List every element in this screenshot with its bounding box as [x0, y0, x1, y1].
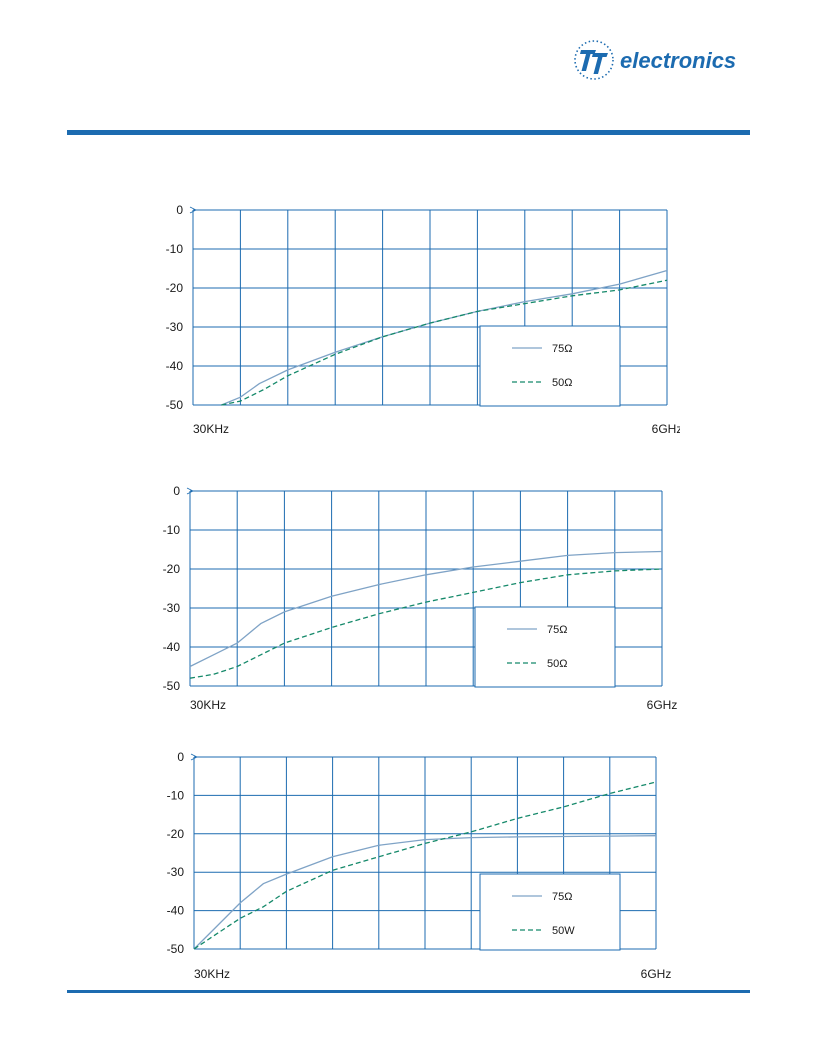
- y-tick-label: -50: [166, 398, 184, 412]
- y-tick-label: -10: [167, 788, 185, 802]
- legend-label-1: 75Ω: [547, 624, 567, 636]
- series-line-2: [221, 279, 668, 406]
- series-line-1: [193, 835, 657, 950]
- x-start-label: 30KHz: [194, 967, 230, 981]
- logo-circle-icon: [574, 40, 614, 80]
- logo-text: electronics: [620, 48, 736, 73]
- legend-label-2: 50W: [552, 925, 575, 937]
- axis-marker-icon: [189, 206, 197, 214]
- y-tick-label: -10: [163, 523, 181, 537]
- y-tick-label: 0: [173, 484, 180, 498]
- attenuation-chart-1: 0 -10 -20 -30 -40 -50 30KHz 6GHz 75Ω 50Ω: [166, 203, 680, 436]
- y-tick-label: -30: [167, 865, 185, 879]
- y-tick-label: -40: [166, 359, 184, 373]
- legend-label-2: 50Ω: [552, 377, 572, 389]
- logo-tt-mark-icon: [580, 50, 608, 74]
- legend-label-1: 75Ω: [552, 343, 572, 355]
- attenuation-chart-2: 0 -10 -20 -30 -40 -50 30KHz 6GHz 75Ω 50Ω: [163, 484, 678, 712]
- series-line-1: [189, 550, 663, 668]
- header-rule: [67, 130, 750, 135]
- y-tick-label: -40: [163, 640, 181, 654]
- x-end-label: 6GHz: [647, 698, 678, 712]
- y-tick-label: 0: [176, 203, 183, 217]
- y-tick-label: -30: [163, 601, 181, 615]
- x-end-label: 6GHz: [641, 967, 672, 981]
- legend-box: [479, 873, 621, 951]
- legend-label-1: 75Ω: [552, 891, 572, 903]
- series-line-2: [189, 568, 663, 679]
- axis-marker-icon: [190, 753, 198, 761]
- y-tick-label: -20: [163, 562, 181, 576]
- x-start-label: 30KHz: [193, 422, 229, 436]
- legend-box: [474, 606, 616, 688]
- axis-marker-icon: [186, 487, 194, 495]
- y-tick-label: 0: [177, 750, 184, 764]
- legend-label-2: 50Ω: [547, 658, 567, 670]
- x-end-label: 6GHz: [652, 422, 680, 436]
- y-tick-label: -50: [167, 942, 185, 956]
- footer-rule: [67, 990, 750, 993]
- y-tick-label: -10: [166, 242, 184, 256]
- y-tick-label: -50: [163, 679, 181, 693]
- y-tick-label: -20: [167, 827, 185, 841]
- x-start-label: 30KHz: [190, 698, 226, 712]
- y-tick-label: -20: [166, 281, 184, 295]
- attenuation-chart-3: 0 -10 -20 -30 -40 -50 30KHz 6GHz 75Ω 50W: [167, 750, 672, 981]
- y-tick-label: -40: [167, 904, 185, 918]
- y-tick-label: -30: [166, 320, 184, 334]
- legend-box: [479, 325, 621, 407]
- tt-electronics-logo: electronics: [574, 40, 736, 80]
